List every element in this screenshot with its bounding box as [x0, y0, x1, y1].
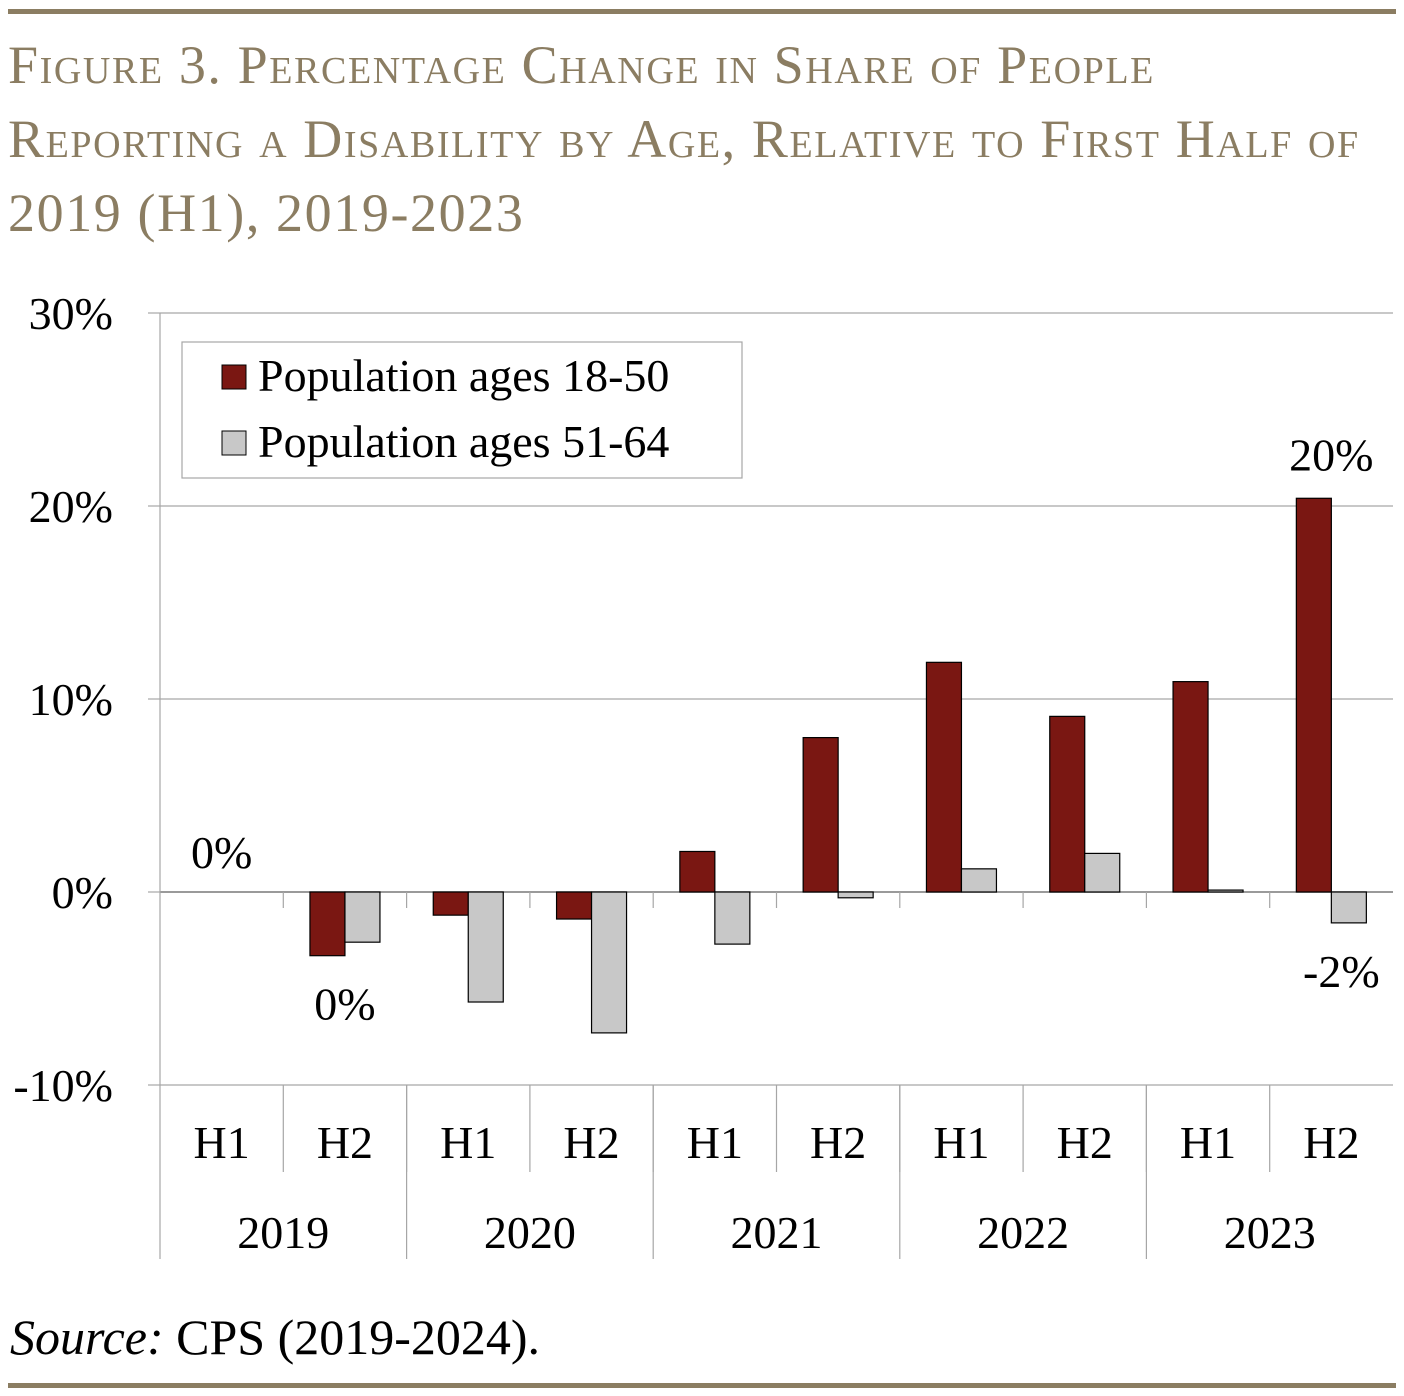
data-label: 0%	[314, 979, 375, 1030]
x-category-label: H2	[1057, 1117, 1113, 1168]
bar-ages-18-50	[1295, 497, 1332, 893]
bar-ages-51-64	[1330, 891, 1367, 924]
x-group-label: 2022	[977, 1207, 1069, 1258]
source-note: Source: CPS (2019-2024).	[10, 1308, 540, 1366]
bar-ages-51-64	[590, 891, 628, 1034]
data-label: 0%	[191, 827, 252, 878]
bar-ages-51-64	[1084, 852, 1121, 893]
bar-ages-18-50	[309, 891, 346, 957]
bar-ages-18-50	[1049, 715, 1086, 893]
x-group-label: 2023	[1224, 1207, 1316, 1258]
y-tick-label: 20%	[29, 481, 113, 532]
bar-ages-18-50	[925, 661, 963, 893]
y-tick-label: 10%	[29, 674, 113, 725]
bar-ages-18-50	[802, 736, 839, 893]
x-category-label: H2	[563, 1117, 619, 1168]
x-group-label: 2021	[731, 1207, 823, 1258]
bar-ages-51-64	[467, 891, 504, 1003]
data-label: -2%	[1303, 946, 1380, 997]
bottom-rule	[8, 1383, 1396, 1388]
bar-ages-18-50	[1172, 681, 1209, 893]
legend-box	[181, 341, 743, 479]
figure-title: Figure 3. Percentage Change in Share of …	[8, 35, 1360, 243]
x-group-label: 2019	[237, 1207, 329, 1258]
x-category-label: H2	[1303, 1117, 1359, 1168]
bar-ages-51-64	[344, 891, 381, 943]
data-label: 20%	[1289, 429, 1373, 480]
legend-label: Population ages 51-64	[258, 416, 669, 467]
bar-ages-51-64	[837, 891, 874, 899]
bar-ages-51-64	[714, 891, 751, 945]
x-category-label: H1	[194, 1117, 250, 1168]
bar-ages-18-50	[432, 891, 469, 916]
x-category-label: H1	[1180, 1117, 1236, 1168]
x-category-label: H1	[440, 1117, 496, 1168]
legend-swatch	[221, 430, 247, 456]
y-tick-label: 30%	[29, 288, 113, 339]
top-rule	[8, 9, 1396, 14]
bar-ages-18-50	[679, 850, 716, 893]
x-category-label: H2	[810, 1117, 866, 1168]
legend-label: Population ages 18-50	[258, 350, 669, 401]
source-label: Source:	[10, 1309, 164, 1365]
bar-ages-51-64	[1207, 889, 1244, 893]
legend-swatch	[221, 364, 247, 390]
y-tick-label: 0%	[52, 867, 113, 918]
x-category-label: H1	[933, 1117, 989, 1168]
bar-ages-51-64	[960, 868, 998, 893]
x-category-label: H2	[317, 1117, 373, 1168]
y-tick-label: -10%	[13, 1060, 113, 1111]
bar-ages-18-50	[555, 891, 593, 920]
x-group-label: 2020	[484, 1207, 576, 1258]
x-category-label: H1	[687, 1117, 743, 1168]
source-text: CPS (2019-2024).	[163, 1309, 541, 1365]
